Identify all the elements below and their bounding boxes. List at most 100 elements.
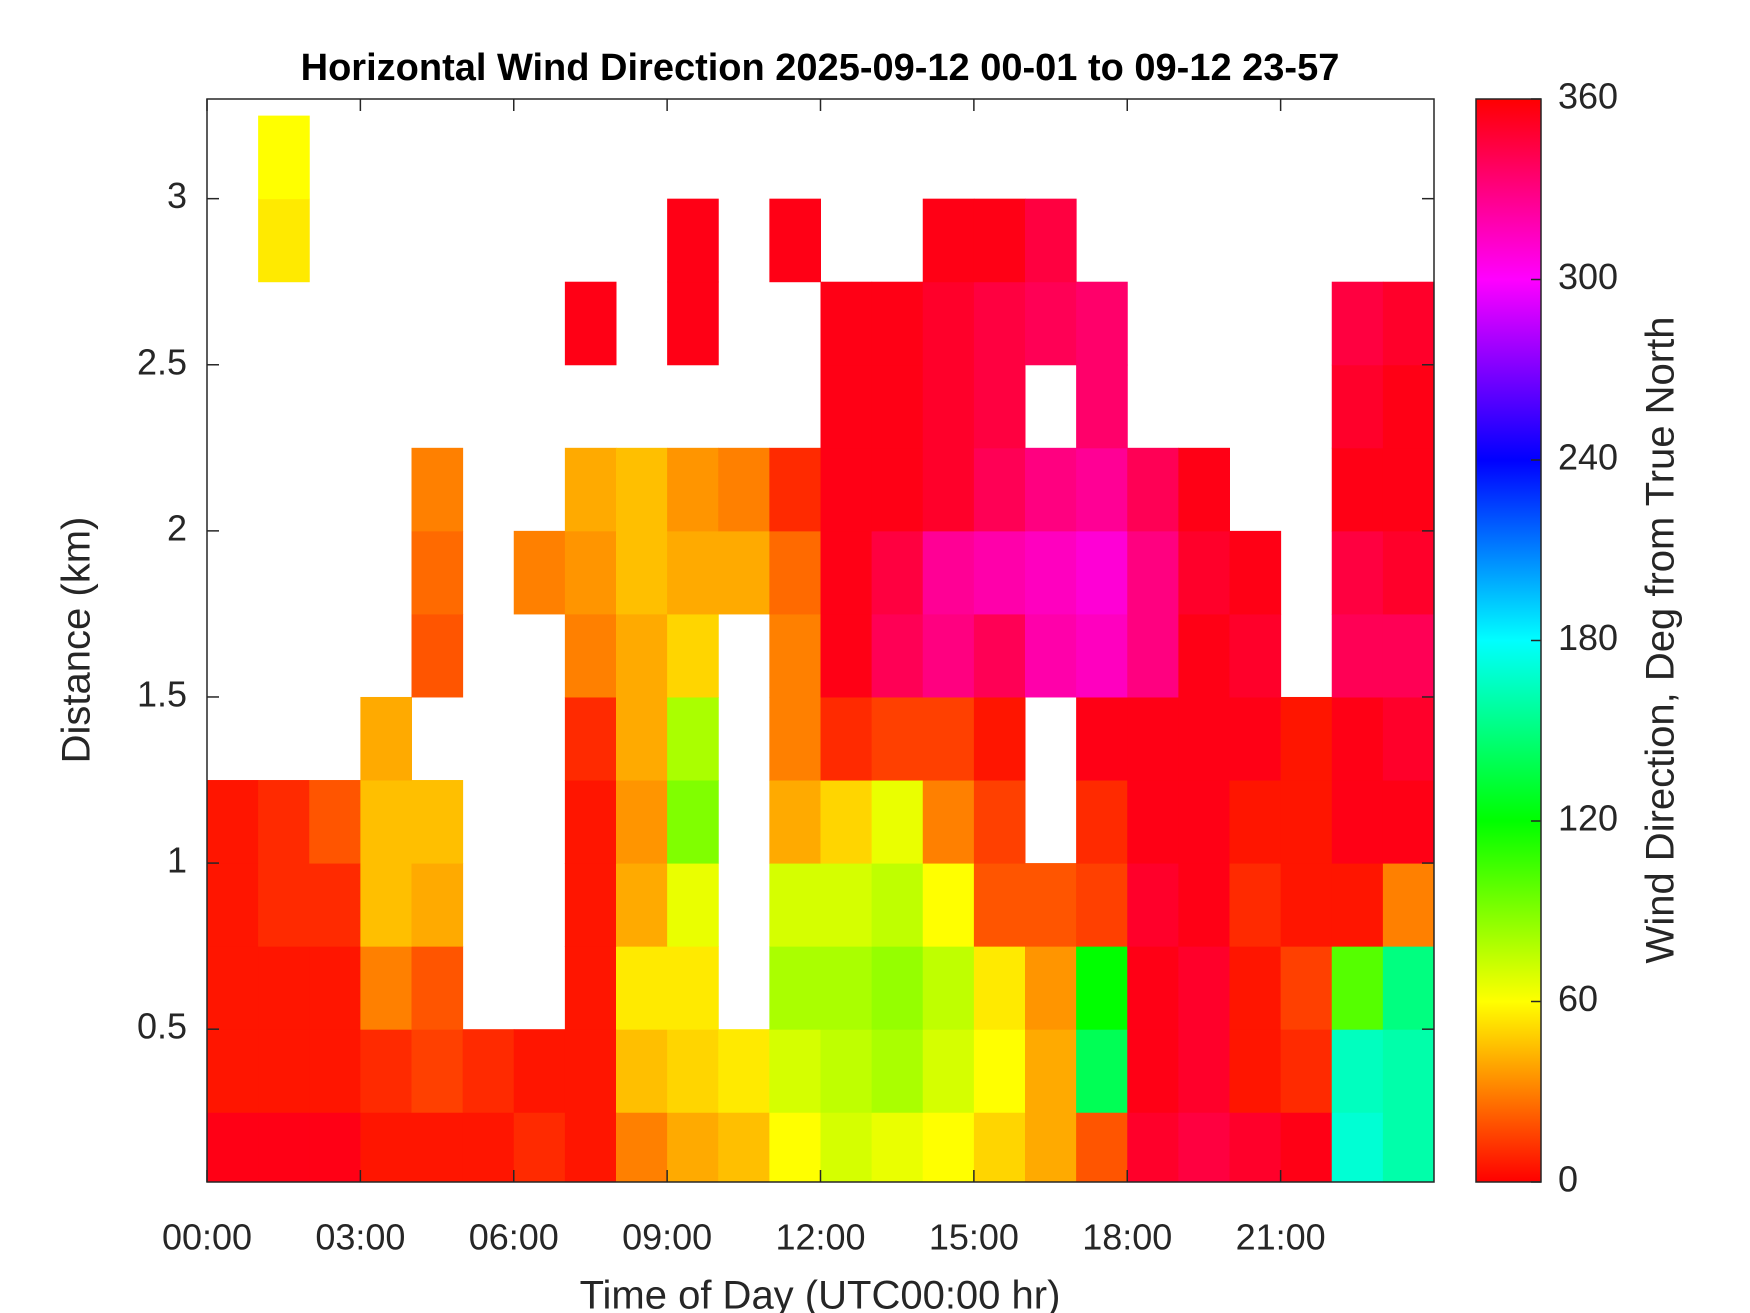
- heatmap-cell: [360, 946, 412, 1030]
- heatmap-cell: [1331, 946, 1384, 1030]
- heatmap-cell: [667, 281, 719, 366]
- heatmap-cell: [973, 447, 1026, 532]
- heatmap-cell: [667, 696, 719, 781]
- heatmap-cell: [667, 863, 719, 947]
- heatmap-cell: [667, 530, 719, 615]
- heatmap-cell: [973, 281, 1026, 366]
- heatmap-cell: [871, 946, 924, 1030]
- heatmap-cell: [1229, 1029, 1282, 1113]
- heatmap-cell: [1025, 530, 1077, 615]
- y-tick-label: 3: [167, 175, 187, 216]
- heatmap-cell: [769, 1112, 821, 1182]
- colorbar-tick-label: 300: [1558, 256, 1618, 297]
- colorbar-tick-label: 240: [1558, 437, 1618, 478]
- heatmap-cell: [616, 780, 668, 864]
- heatmap-cell: [564, 780, 617, 864]
- heatmap-cell: [820, 364, 873, 449]
- heatmap-cell: [769, 447, 821, 532]
- heatmap-cell: [1025, 863, 1077, 947]
- heatmap-cell: [1280, 1029, 1333, 1113]
- x-tick-label: 09:00: [622, 1217, 712, 1258]
- heatmap-cell: [1331, 447, 1384, 532]
- heatmap-cell: [1178, 780, 1230, 864]
- heatmap-cell: [1076, 946, 1128, 1030]
- heatmap-cell: [769, 530, 821, 615]
- heatmap-cell: [1331, 863, 1384, 947]
- chart-title: Horizontal Wind Direction 2025-09-12 00-…: [301, 47, 1340, 89]
- heatmap-cell: [258, 198, 310, 283]
- heatmap-cell: [667, 613, 719, 698]
- x-tick-label: 21:00: [1236, 1217, 1326, 1258]
- heatmap-cell: [360, 696, 412, 781]
- heatmap-cell: [564, 281, 617, 366]
- heatmap-cell: [667, 780, 719, 864]
- y-tick-label: 2: [167, 507, 187, 548]
- heatmap-cell: [820, 1029, 873, 1113]
- heatmap-cell: [309, 863, 361, 947]
- heatmap-cell: [871, 1112, 924, 1182]
- heatmap-cell: [922, 696, 975, 781]
- heatmap-cell: [769, 1029, 821, 1113]
- heatmap-cell: [564, 946, 617, 1030]
- heatmap-cell: [1229, 780, 1282, 864]
- heatmap-cell: [360, 1112, 412, 1182]
- heatmap-cell: [1382, 281, 1434, 366]
- heatmap-cell: [922, 281, 975, 366]
- heatmap-cell: [871, 696, 924, 781]
- heatmap-cell: [462, 1112, 515, 1182]
- heatmap-cell: [258, 1112, 310, 1182]
- heatmap-cell: [1280, 696, 1333, 781]
- y-tick-label: 1: [167, 840, 187, 881]
- heatmap-cell: [1382, 1029, 1434, 1113]
- heatmap-cell: [1076, 530, 1128, 615]
- heatmap-cell: [207, 863, 259, 947]
- heatmap-cell: [820, 447, 873, 532]
- heatmap-cell: [973, 364, 1026, 449]
- heatmap-cell: [207, 1112, 259, 1182]
- heatmap-cell: [922, 198, 975, 283]
- heatmap-cell: [769, 198, 821, 283]
- y-axis-label: Distance (km): [55, 517, 99, 764]
- heatmap-cell: [616, 1029, 668, 1113]
- heatmap-cell: [1331, 281, 1384, 366]
- heatmap-cell: [820, 780, 873, 864]
- heatmap-cell: [1025, 281, 1077, 366]
- heatmap-cell: [1331, 613, 1384, 698]
- heatmap-cell: [1331, 530, 1384, 615]
- heatmap-cell: [1382, 530, 1434, 615]
- heatmap-cell: [1280, 946, 1333, 1030]
- heatmap-cell: [258, 863, 310, 947]
- heatmap-cell: [411, 1112, 464, 1182]
- colorbar-label: Wind Direction, Deg from True North: [1639, 317, 1683, 964]
- heatmap-cell: [718, 530, 770, 615]
- heatmap-cell: [411, 613, 464, 698]
- heatmap-cell: [1127, 863, 1179, 947]
- x-axis-label: Time of Day (UTC00:00 hr): [580, 1274, 1061, 1313]
- heatmap-cell: [667, 1112, 719, 1182]
- heatmap-cell: [1127, 530, 1179, 615]
- x-tick-label: 00:00: [162, 1217, 252, 1258]
- heatmap-cell: [1076, 613, 1128, 698]
- heatmap-cell: [769, 780, 821, 864]
- heatmap-cell: [871, 364, 924, 449]
- heatmap-cell: [411, 447, 464, 532]
- heatmap-cell: [1076, 447, 1128, 532]
- heatmap-cell: [973, 863, 1026, 947]
- heatmap-cell: [1382, 447, 1434, 532]
- heatmap-cell: [973, 946, 1026, 1030]
- heatmap-cell: [1229, 696, 1282, 781]
- heatmap-cell: [922, 946, 975, 1030]
- heatmap-cell: [1025, 946, 1077, 1030]
- heatmap-cell: [1127, 1112, 1179, 1182]
- heatmap-cell: [360, 863, 412, 947]
- heatmap-cell: [1229, 1112, 1282, 1182]
- heatmap-cell: [820, 863, 873, 947]
- heatmap-cell: [1076, 1029, 1128, 1113]
- heatmap-cell: [922, 1029, 975, 1113]
- heatmap-cell: [1076, 780, 1128, 864]
- heatmap-cell: [1382, 863, 1434, 947]
- heatmap-cell: [1382, 1112, 1434, 1182]
- heatmap-cell: [1280, 863, 1333, 947]
- heatmap-cell: [1382, 364, 1434, 449]
